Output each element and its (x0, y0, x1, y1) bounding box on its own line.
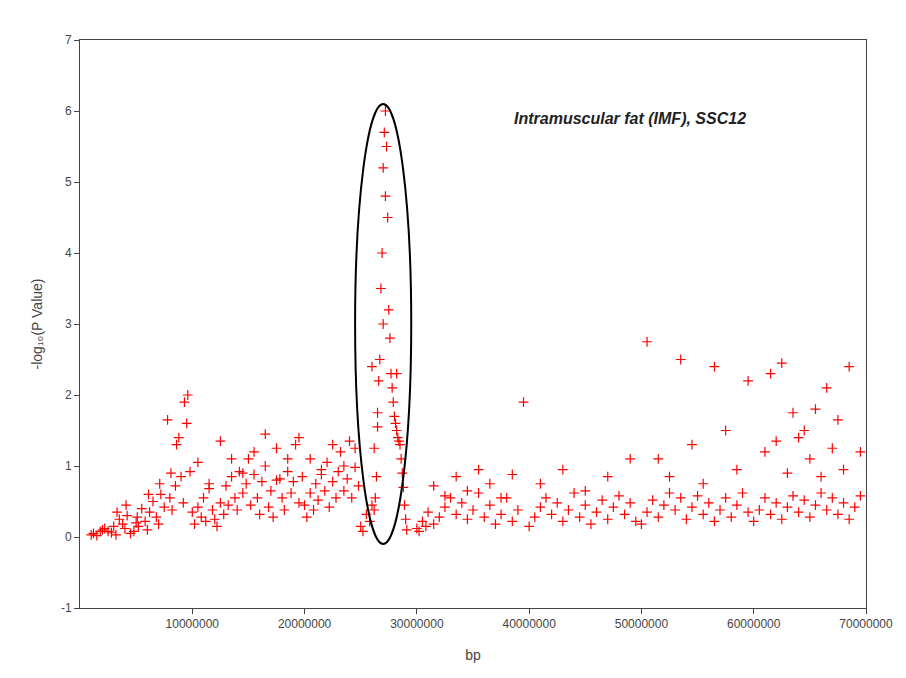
svg-text:0: 0 (65, 530, 72, 544)
svg-text:40000000: 40000000 (502, 617, 556, 631)
svg-text:-1: -1 (61, 601, 72, 615)
svg-text:2: 2 (65, 388, 72, 402)
svg-text:1: 1 (65, 459, 72, 473)
svg-text:Intramuscular fat (IMF), SSC12: Intramuscular fat (IMF), SSC12 (514, 110, 746, 127)
svg-text:5: 5 (65, 175, 72, 189)
svg-text:10000000: 10000000 (166, 617, 220, 631)
svg-text:60000000: 60000000 (727, 617, 781, 631)
svg-text:-log₁₀(P Value): -log₁₀(P Value) (29, 279, 45, 370)
svg-text:20000000: 20000000 (278, 617, 332, 631)
svg-text:3: 3 (65, 317, 72, 331)
svg-text:50000000: 50000000 (615, 617, 669, 631)
svg-text:4: 4 (65, 246, 72, 260)
svg-text:bp: bp (465, 647, 481, 663)
svg-text:30000000: 30000000 (390, 617, 444, 631)
svg-text:6: 6 (65, 104, 72, 118)
svg-text:7: 7 (65, 33, 72, 47)
svg-text:70000000: 70000000 (839, 617, 893, 631)
